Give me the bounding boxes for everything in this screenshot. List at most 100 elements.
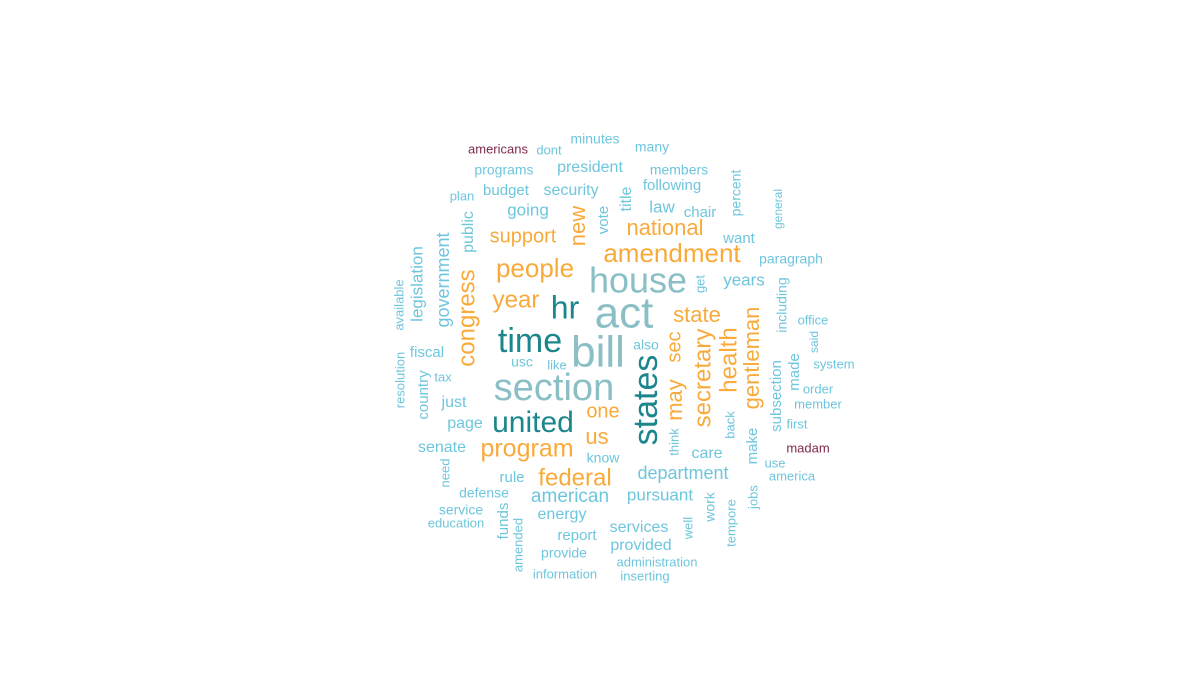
word-congress: congress: [453, 269, 480, 366]
word-page: page: [447, 415, 483, 432]
word-public: public: [460, 211, 477, 253]
word-provided: provided: [610, 537, 671, 554]
word-paragraph: paragraph: [759, 251, 823, 267]
word-security: security: [543, 182, 598, 199]
word-administration: administration: [617, 554, 698, 569]
word-rule: rule: [499, 469, 524, 486]
word-think: think: [666, 428, 681, 456]
word-available: available: [391, 279, 406, 330]
word-just: just: [441, 394, 467, 411]
word-energy: energy: [538, 506, 587, 523]
word-service: service: [439, 502, 484, 518]
word-pursuant: pursuant: [627, 485, 693, 504]
word-make: make: [744, 428, 761, 465]
word-chair: chair: [684, 204, 717, 221]
word-office: office: [798, 312, 829, 327]
word-education: education: [428, 515, 484, 530]
word-vote: vote: [595, 206, 612, 234]
word-senate: senate: [418, 439, 466, 456]
word-federal: federal: [538, 464, 611, 491]
word-america: america: [769, 468, 816, 483]
word-many: many: [635, 139, 669, 155]
word-time: time: [498, 322, 562, 360]
word-member: member: [794, 396, 842, 411]
word-legislation: legislation: [407, 246, 426, 322]
word-plan: plan: [450, 188, 475, 203]
word-amended: amended: [510, 518, 525, 572]
word-department: department: [637, 463, 728, 483]
word-tax: tax: [434, 369, 452, 384]
word-following: following: [643, 177, 701, 194]
word-said: said: [807, 331, 821, 353]
word-made: made: [786, 353, 803, 391]
word-want: want: [722, 230, 756, 247]
word-order: order: [803, 381, 834, 396]
word-section: section: [494, 367, 614, 409]
word-jobs: jobs: [745, 485, 760, 510]
word-years: years: [723, 270, 765, 289]
word-use: use: [765, 455, 786, 470]
word-secretary: secretary: [689, 329, 716, 428]
word-resolution: resolution: [392, 352, 407, 408]
word-know: know: [587, 450, 621, 466]
word-people: people: [496, 253, 574, 283]
word-well: well: [680, 517, 695, 541]
word-usc: usc: [511, 354, 533, 370]
word-report: report: [557, 527, 597, 544]
word-act: act: [595, 289, 654, 338]
word-defense: defense: [459, 485, 509, 501]
word-government: government: [433, 232, 453, 327]
word-dont: dont: [536, 142, 562, 157]
word-americans: americans: [468, 141, 528, 156]
word-year: year: [493, 286, 540, 313]
word-programs: programs: [474, 162, 533, 178]
word-system: system: [813, 356, 854, 371]
word-national: national: [626, 215, 703, 240]
word-going: going: [507, 200, 549, 219]
word-amendment: amendment: [603, 238, 741, 268]
word-get: get: [692, 275, 707, 293]
word-work: work: [702, 491, 718, 523]
word-funds: funds: [495, 503, 512, 540]
word-united: united: [492, 406, 574, 439]
word-new: new: [565, 206, 590, 246]
word-minutes: minutes: [570, 131, 619, 147]
word-tempore: tempore: [723, 499, 738, 547]
word-provide: provide: [541, 545, 587, 561]
word-program: program: [480, 435, 573, 463]
word-first: first: [787, 416, 808, 431]
word-one: one: [586, 400, 619, 422]
word-madam: madam: [786, 440, 829, 455]
word-members: members: [650, 162, 708, 178]
word-general: general: [771, 189, 785, 229]
word-health: health: [715, 327, 742, 392]
word-may: may: [662, 379, 687, 421]
word-state: state: [673, 302, 721, 327]
word-country: country: [415, 370, 432, 420]
word-us: us: [585, 424, 608, 449]
word-title: title: [618, 186, 635, 211]
word-percent: percent: [728, 170, 744, 217]
word-including: including: [774, 277, 790, 332]
word-like: like: [547, 357, 567, 372]
word-american: american: [531, 486, 609, 507]
word-budget: budget: [483, 182, 530, 199]
word-back: back: [722, 411, 737, 439]
word-law: law: [649, 197, 675, 216]
word-hr: hr: [551, 289, 580, 325]
word-care: care: [691, 445, 722, 462]
word-subsection: subsection: [768, 360, 785, 432]
word-fiscal: fiscal: [410, 344, 444, 361]
word-inserting: inserting: [620, 568, 669, 583]
word-gentleman: gentleman: [739, 307, 764, 410]
word-information: information: [533, 566, 597, 581]
word-also: also: [633, 337, 659, 353]
word-sec: sec: [663, 331, 685, 362]
word-states: states: [627, 355, 665, 446]
word-services: services: [610, 519, 669, 536]
word-need: need: [437, 459, 452, 488]
word-house: house: [589, 260, 687, 301]
word-bill: bill: [571, 328, 625, 377]
word-support: support: [490, 225, 557, 247]
